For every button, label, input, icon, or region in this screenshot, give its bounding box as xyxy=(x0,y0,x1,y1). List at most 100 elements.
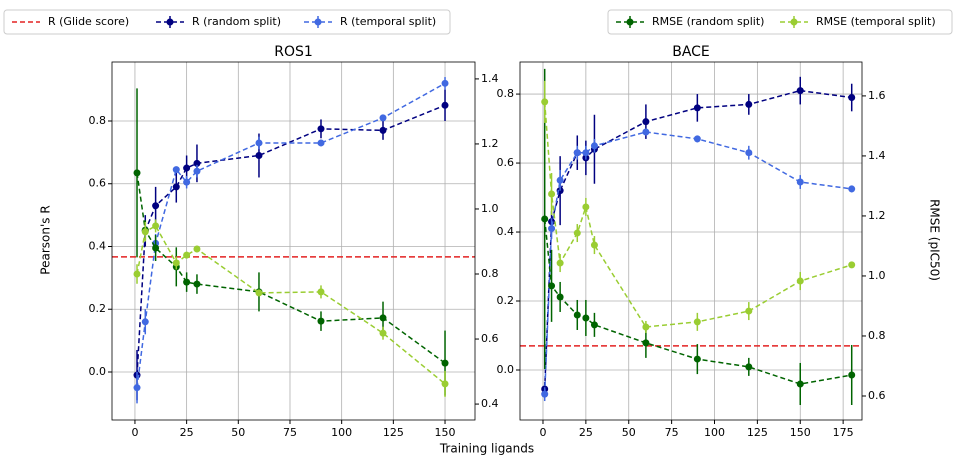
data-point xyxy=(548,190,556,198)
y-tick-label: 0.4 xyxy=(497,225,515,238)
y2-axis-label: RMSE (pIC50) xyxy=(928,199,942,281)
data-point xyxy=(255,139,263,147)
data-point xyxy=(441,359,449,367)
data-point xyxy=(796,380,804,388)
data-point xyxy=(141,318,149,326)
y2-tick-label: 1.6 xyxy=(868,89,886,102)
data-point xyxy=(379,314,387,322)
data-point xyxy=(441,380,449,388)
y-tick-label: 0.2 xyxy=(89,302,107,315)
chart-title: BACE xyxy=(672,44,710,60)
data-point xyxy=(183,251,191,259)
data-point xyxy=(133,169,141,177)
data-point xyxy=(745,307,753,315)
data-point xyxy=(745,149,753,157)
data-point xyxy=(317,317,325,325)
series-line xyxy=(543,131,852,395)
data-point xyxy=(573,149,581,157)
legend-label: RMSE (random split) xyxy=(652,15,764,28)
data-point xyxy=(642,339,650,347)
data-point xyxy=(541,98,549,106)
legend-swatch xyxy=(314,18,322,26)
data-point xyxy=(183,164,191,172)
data-point xyxy=(317,288,325,296)
chart-title: ROS1 xyxy=(274,44,313,60)
x-tick-label: 125 xyxy=(383,426,404,439)
x-tick-label: 75 xyxy=(665,426,679,439)
data-point xyxy=(556,293,564,301)
legend-label: R (temporal split) xyxy=(340,15,436,28)
data-point xyxy=(183,178,191,186)
data-point xyxy=(745,363,753,371)
legend-frame xyxy=(3,9,451,35)
data-point xyxy=(441,79,449,87)
x-tick-label: 75 xyxy=(283,426,297,439)
data-point xyxy=(745,100,753,108)
data-point xyxy=(848,371,856,379)
data-point xyxy=(152,244,160,252)
y-tick-label: 0.2 xyxy=(497,294,515,307)
data-point xyxy=(317,125,325,133)
y2-tick-label: 1.0 xyxy=(481,202,499,215)
y-tick-label: 0.8 xyxy=(89,114,107,127)
legend-swatch xyxy=(626,18,634,26)
y-tick-label: 0.0 xyxy=(89,365,107,378)
x-tick-label: 175 xyxy=(833,426,854,439)
data-point xyxy=(133,270,141,278)
data-point xyxy=(693,135,701,143)
data-point xyxy=(152,222,160,230)
series-line xyxy=(136,82,446,388)
legend-swatch xyxy=(790,18,798,26)
data-point xyxy=(590,142,598,150)
data-point xyxy=(590,321,598,329)
legend-label: R (Glide score) xyxy=(48,15,129,28)
data-point xyxy=(193,280,201,288)
y2-tick-label: 0.4 xyxy=(481,397,499,410)
y2-tick-label: 1.0 xyxy=(868,269,886,282)
data-point xyxy=(172,259,180,267)
data-point xyxy=(193,159,201,167)
data-point xyxy=(848,94,856,102)
plot-frame xyxy=(519,61,863,421)
data-point xyxy=(133,384,141,392)
x-tick-label: 0 xyxy=(539,426,546,439)
data-point xyxy=(796,178,804,186)
data-point xyxy=(441,101,449,109)
x-tick-label: 100 xyxy=(331,426,352,439)
data-point xyxy=(255,289,263,297)
data-point xyxy=(379,114,387,122)
data-point xyxy=(590,241,598,249)
series-line xyxy=(543,89,852,389)
y2-tick-label: 1.4 xyxy=(481,72,499,85)
y-tick-label: 0.0 xyxy=(497,363,515,376)
data-point xyxy=(796,277,804,285)
data-point xyxy=(642,323,650,331)
data-point xyxy=(379,126,387,134)
series-line xyxy=(136,224,446,385)
data-point xyxy=(152,202,160,210)
y2-tick-label: 0.6 xyxy=(868,389,886,402)
x-tick-label: 50 xyxy=(231,426,245,439)
x-tick-label: 0 xyxy=(131,426,138,439)
y-tick-label: 0.6 xyxy=(89,177,107,190)
y-tick-label: 0.6 xyxy=(497,156,515,169)
y2-tick-label: 1.4 xyxy=(868,149,886,162)
data-point xyxy=(573,229,581,237)
y2-tick-label: 0.8 xyxy=(481,267,499,280)
series-line xyxy=(543,218,852,385)
y2-tick-label: 0.8 xyxy=(868,329,886,342)
series-line xyxy=(543,101,852,328)
data-point xyxy=(693,104,701,112)
y2-tick-label: 1.2 xyxy=(481,137,499,150)
data-point xyxy=(183,278,191,286)
x-tick-label: 25 xyxy=(180,426,194,439)
data-point xyxy=(379,329,387,337)
data-point xyxy=(582,203,590,211)
x-tick-label: 125 xyxy=(747,426,768,439)
data-point xyxy=(582,314,590,322)
data-point xyxy=(573,311,581,319)
y-tick-label: 0.4 xyxy=(89,239,107,252)
data-point xyxy=(172,183,180,191)
x-tick-label: 25 xyxy=(579,426,593,439)
